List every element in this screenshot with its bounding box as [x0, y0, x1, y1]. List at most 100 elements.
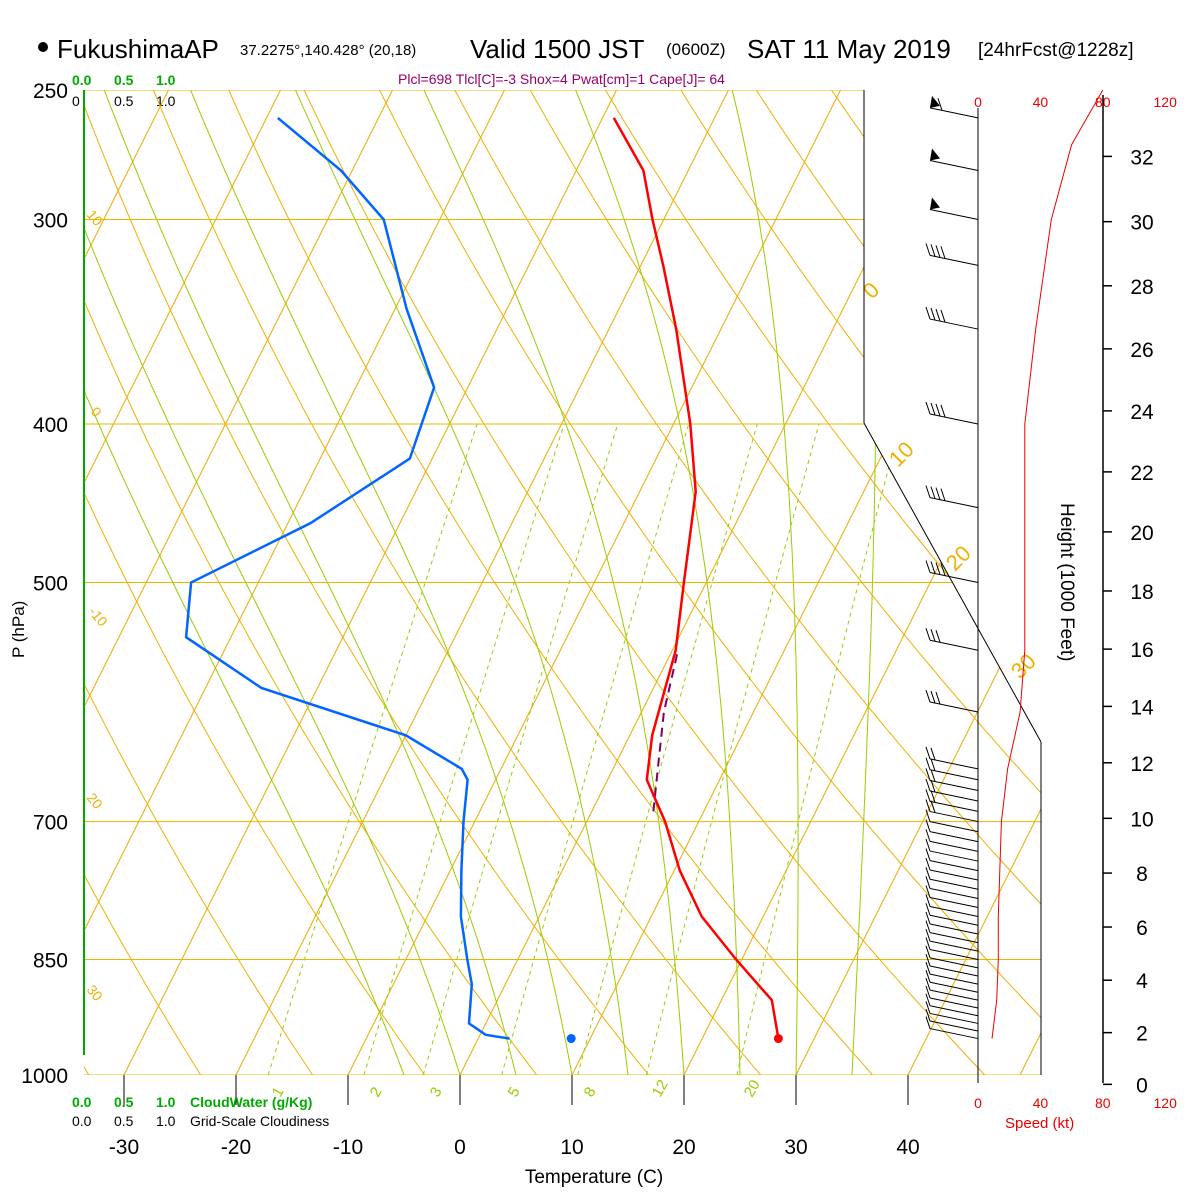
- wind-barb-feather: [925, 485, 931, 498]
- wind-barb-feather: [940, 309, 946, 323]
- wind-barb-feather: [925, 985, 931, 999]
- wind-barb-feather: [940, 563, 946, 576]
- wind-barb-feather: [925, 789, 931, 802]
- cloudiness-tick: 0.5: [114, 1113, 134, 1129]
- speed-tick-label: 120: [1154, 1095, 1178, 1111]
- wind-barb-feather: [935, 487, 941, 500]
- wind-barb: [925, 937, 979, 961]
- wind-barb-feather: [925, 885, 931, 898]
- wind-barb-feather: [930, 561, 936, 574]
- wind-barb-staff: [929, 878, 979, 890]
- dry-adiabat-label: 10: [884, 437, 919, 472]
- cloudwater-tick-top: 0.5: [114, 72, 134, 88]
- pressure-tick-label: 850: [33, 950, 68, 973]
- dry-adiabat-line: [513, 90, 1041, 1075]
- wind-barb: [929, 95, 979, 119]
- wind-barb-staff: [929, 701, 979, 713]
- wind-barb-feather: [925, 970, 931, 983]
- temperature-tick-label: -10: [333, 1136, 363, 1159]
- height-tick-label: 30: [1130, 212, 1153, 235]
- wind-barb-feather: [930, 769, 936, 782]
- cloudwater-tick: 1.0: [156, 1094, 176, 1110]
- dry-adiabat-label: 30: [84, 982, 106, 1004]
- wind-barb-feather: [940, 404, 946, 418]
- cloudwater-tick-top: 1.0: [156, 72, 176, 88]
- valid-time: Valid 1500 JST: [470, 34, 645, 64]
- wind-barb-staff: [929, 897, 979, 909]
- wind-barb-feather: [925, 746, 931, 760]
- cloudiness-tick: 1.0: [156, 1113, 176, 1129]
- wind-barb-staff: [929, 989, 979, 1001]
- pressure-tick-label: 400: [33, 414, 68, 437]
- dry-adiabat-line: [84, 90, 564, 1075]
- wind-barb: [925, 306, 979, 330]
- wind-barb-feather: [925, 894, 931, 907]
- dry-adiabat-line: [439, 90, 1041, 1075]
- height-tick-label: 4: [1136, 970, 1148, 993]
- wind-barb-feather: [930, 402, 936, 416]
- speed-tick-label: 80: [1095, 1095, 1111, 1111]
- wind-barb-staff: [929, 1005, 979, 1017]
- height-tick-label: 22: [1130, 462, 1153, 485]
- cloudiness-tick-top: 0: [72, 93, 80, 109]
- isotherm-line: [907, 90, 1041, 1075]
- cloudiness-axis-title: Grid-Scale Cloudiness: [190, 1113, 329, 1129]
- wind-barb-feather: [935, 630, 941, 643]
- wind-barb-staff: [929, 965, 979, 977]
- wind-barb-staff: [929, 209, 979, 221]
- wind-barb: [925, 485, 979, 509]
- height-tick-label: 2: [1136, 1023, 1148, 1046]
- wind-barb: [925, 768, 979, 791]
- wind-barb-feather: [925, 778, 931, 792]
- wind-barb-feather: [940, 488, 946, 501]
- mixing-ratio-label: 8: [581, 1084, 600, 1100]
- pressure-axis: 250 300 400 500 700 850 1000: [21, 80, 68, 1088]
- wind-barb: [925, 746, 979, 770]
- wind-barb-staff: [929, 639, 979, 651]
- thermodynamic-background: [84, 61, 1200, 1110]
- forecast-info: [24hrFcst@1228z]: [978, 40, 1134, 61]
- wind-barb: [929, 197, 979, 221]
- pressure-tick-label: 300: [33, 210, 68, 233]
- dry-adiabat-line: [662, 90, 1041, 1075]
- wind-barb-feather: [925, 876, 931, 889]
- cloudwater-tick: 0.5: [114, 1094, 134, 1110]
- wind-barb-feather: [940, 246, 946, 259]
- wind-barb-staff: [929, 905, 979, 917]
- wind-barb: [925, 560, 979, 583]
- wind-barb-staff: [929, 981, 979, 993]
- wind-barb: [925, 970, 979, 993]
- pressure-axis-title: P (hPa): [9, 601, 28, 658]
- mixing-ratio-label: 3: [427, 1084, 446, 1100]
- wind-barb-feather: [925, 306, 931, 320]
- moist-adiabat-line: [84, 90, 461, 1075]
- mixing-ratio-line: [267, 423, 478, 1075]
- wind-barb: [925, 1008, 979, 1032]
- wind-barb-feather: [930, 747, 936, 761]
- wind-barb-staff: [929, 914, 979, 926]
- wind-barb-feather: [925, 401, 931, 415]
- wind-barb-staff: [929, 497, 979, 509]
- dry-adiabat-line: [1184, 61, 1200, 1110]
- wind-barb-staff: [929, 957, 979, 969]
- wind-barb-feather: [925, 799, 931, 812]
- wind-barb-staff: [929, 887, 979, 899]
- wind-barb: [925, 799, 979, 823]
- wind-barb-feather: [925, 1008, 931, 1022]
- wind-barb-feather: [930, 800, 936, 813]
- parcel-trace-line: [652, 649, 679, 812]
- wind-barb-staff: [929, 800, 979, 812]
- wind-barb-feather: [925, 867, 931, 880]
- temperature-tick-label: 40: [896, 1136, 919, 1159]
- dry-adiabat-label: 10: [84, 207, 106, 229]
- wind-barb-feather: [925, 945, 931, 958]
- temperature-tick-label: 10: [560, 1136, 583, 1159]
- mixing-ratio-line: [422, 423, 619, 1075]
- wind-barb-feather: [925, 962, 931, 975]
- wind-barb-staff: [929, 932, 979, 944]
- wind-barb-feather: [925, 857, 931, 871]
- speed-tick-label-top: 40: [1033, 94, 1049, 110]
